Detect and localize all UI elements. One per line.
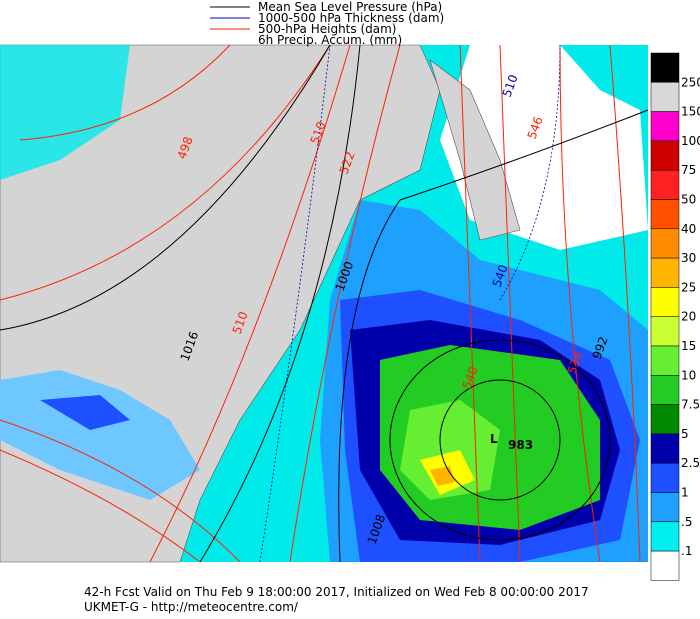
colorbar-label: 250	[681, 75, 700, 89]
colorbar-segment	[650, 316, 680, 347]
legend-label: 6h Precip. Accum. (mm)	[258, 33, 402, 47]
colorbar-label: 7.5	[681, 398, 700, 412]
colorbar-segment	[650, 433, 680, 464]
colorbar-segment	[650, 287, 680, 317]
colorbar-label: 2.5	[681, 456, 700, 470]
colorbar-segment	[650, 345, 680, 376]
colorbar: 250 150 100 75 50 40 30 25 20 15 10 7.5 5 2.5 1 .5 .1	[650, 52, 700, 581]
footer-line: UKMET-G - http://meteocentre.com/	[84, 600, 299, 614]
legend: Mean Sea Level Pressure (hPa)1000-500 hP…	[210, 0, 444, 47]
colorbar-segment	[650, 492, 680, 523]
colorbar-segment	[650, 550, 680, 581]
colorbar-label: 15	[681, 339, 696, 353]
colorbar-segment	[650, 375, 680, 405]
colorbar-label: 10	[681, 368, 696, 382]
colorbar-label: .1	[681, 544, 692, 558]
colorbar-label: 150	[681, 105, 700, 119]
colorbar-segment	[650, 82, 680, 112]
colorbar-segment	[650, 199, 680, 230]
height-contours	[0, 44, 641, 563]
colorbar-label: 30	[681, 251, 696, 265]
colorbar-segment	[650, 111, 680, 142]
low-letter: L	[490, 432, 498, 446]
legend-label: 1000-500 hPa Thickness (dam)	[258, 11, 444, 25]
colorbar-segment	[650, 169, 680, 200]
colorbar-label: 20	[681, 310, 696, 324]
legend-label: Mean Sea Level Pressure (hPa)	[258, 0, 442, 14]
precip-cyan-nw	[0, 45, 130, 180]
low-value: 983	[508, 438, 533, 452]
colorbar-segment	[650, 140, 680, 171]
colorbar-segment	[650, 52, 680, 83]
colorbar-label: 25	[681, 280, 696, 294]
colorbar-segment	[650, 228, 680, 259]
map	[0, 44, 649, 563]
precip-blue-w2	[40, 395, 130, 430]
footer-line: 42-h Fcst Valid on Thu Feb 9 18:00:00 20…	[84, 585, 589, 599]
colorbar-segment	[650, 521, 680, 552]
colorbar-label: 75	[681, 163, 696, 177]
colorbar-label: 50	[681, 193, 696, 207]
colorbar-label: 40	[681, 222, 696, 236]
colorbar-segment	[650, 462, 680, 493]
legend-label: 500-hPa Heights (dam)	[258, 22, 396, 36]
colorbar-label: 1	[681, 486, 689, 500]
colorbar-label: 5	[681, 427, 689, 441]
colorbar-label: 100	[681, 134, 700, 148]
pressure-contours	[0, 44, 649, 563]
colorbar-segment	[650, 257, 680, 288]
colorbar-segment	[650, 404, 680, 435]
land-ne	[429, 59, 521, 241]
thickness-contours	[259, 44, 561, 563]
colorbar-label: .5	[681, 515, 692, 529]
